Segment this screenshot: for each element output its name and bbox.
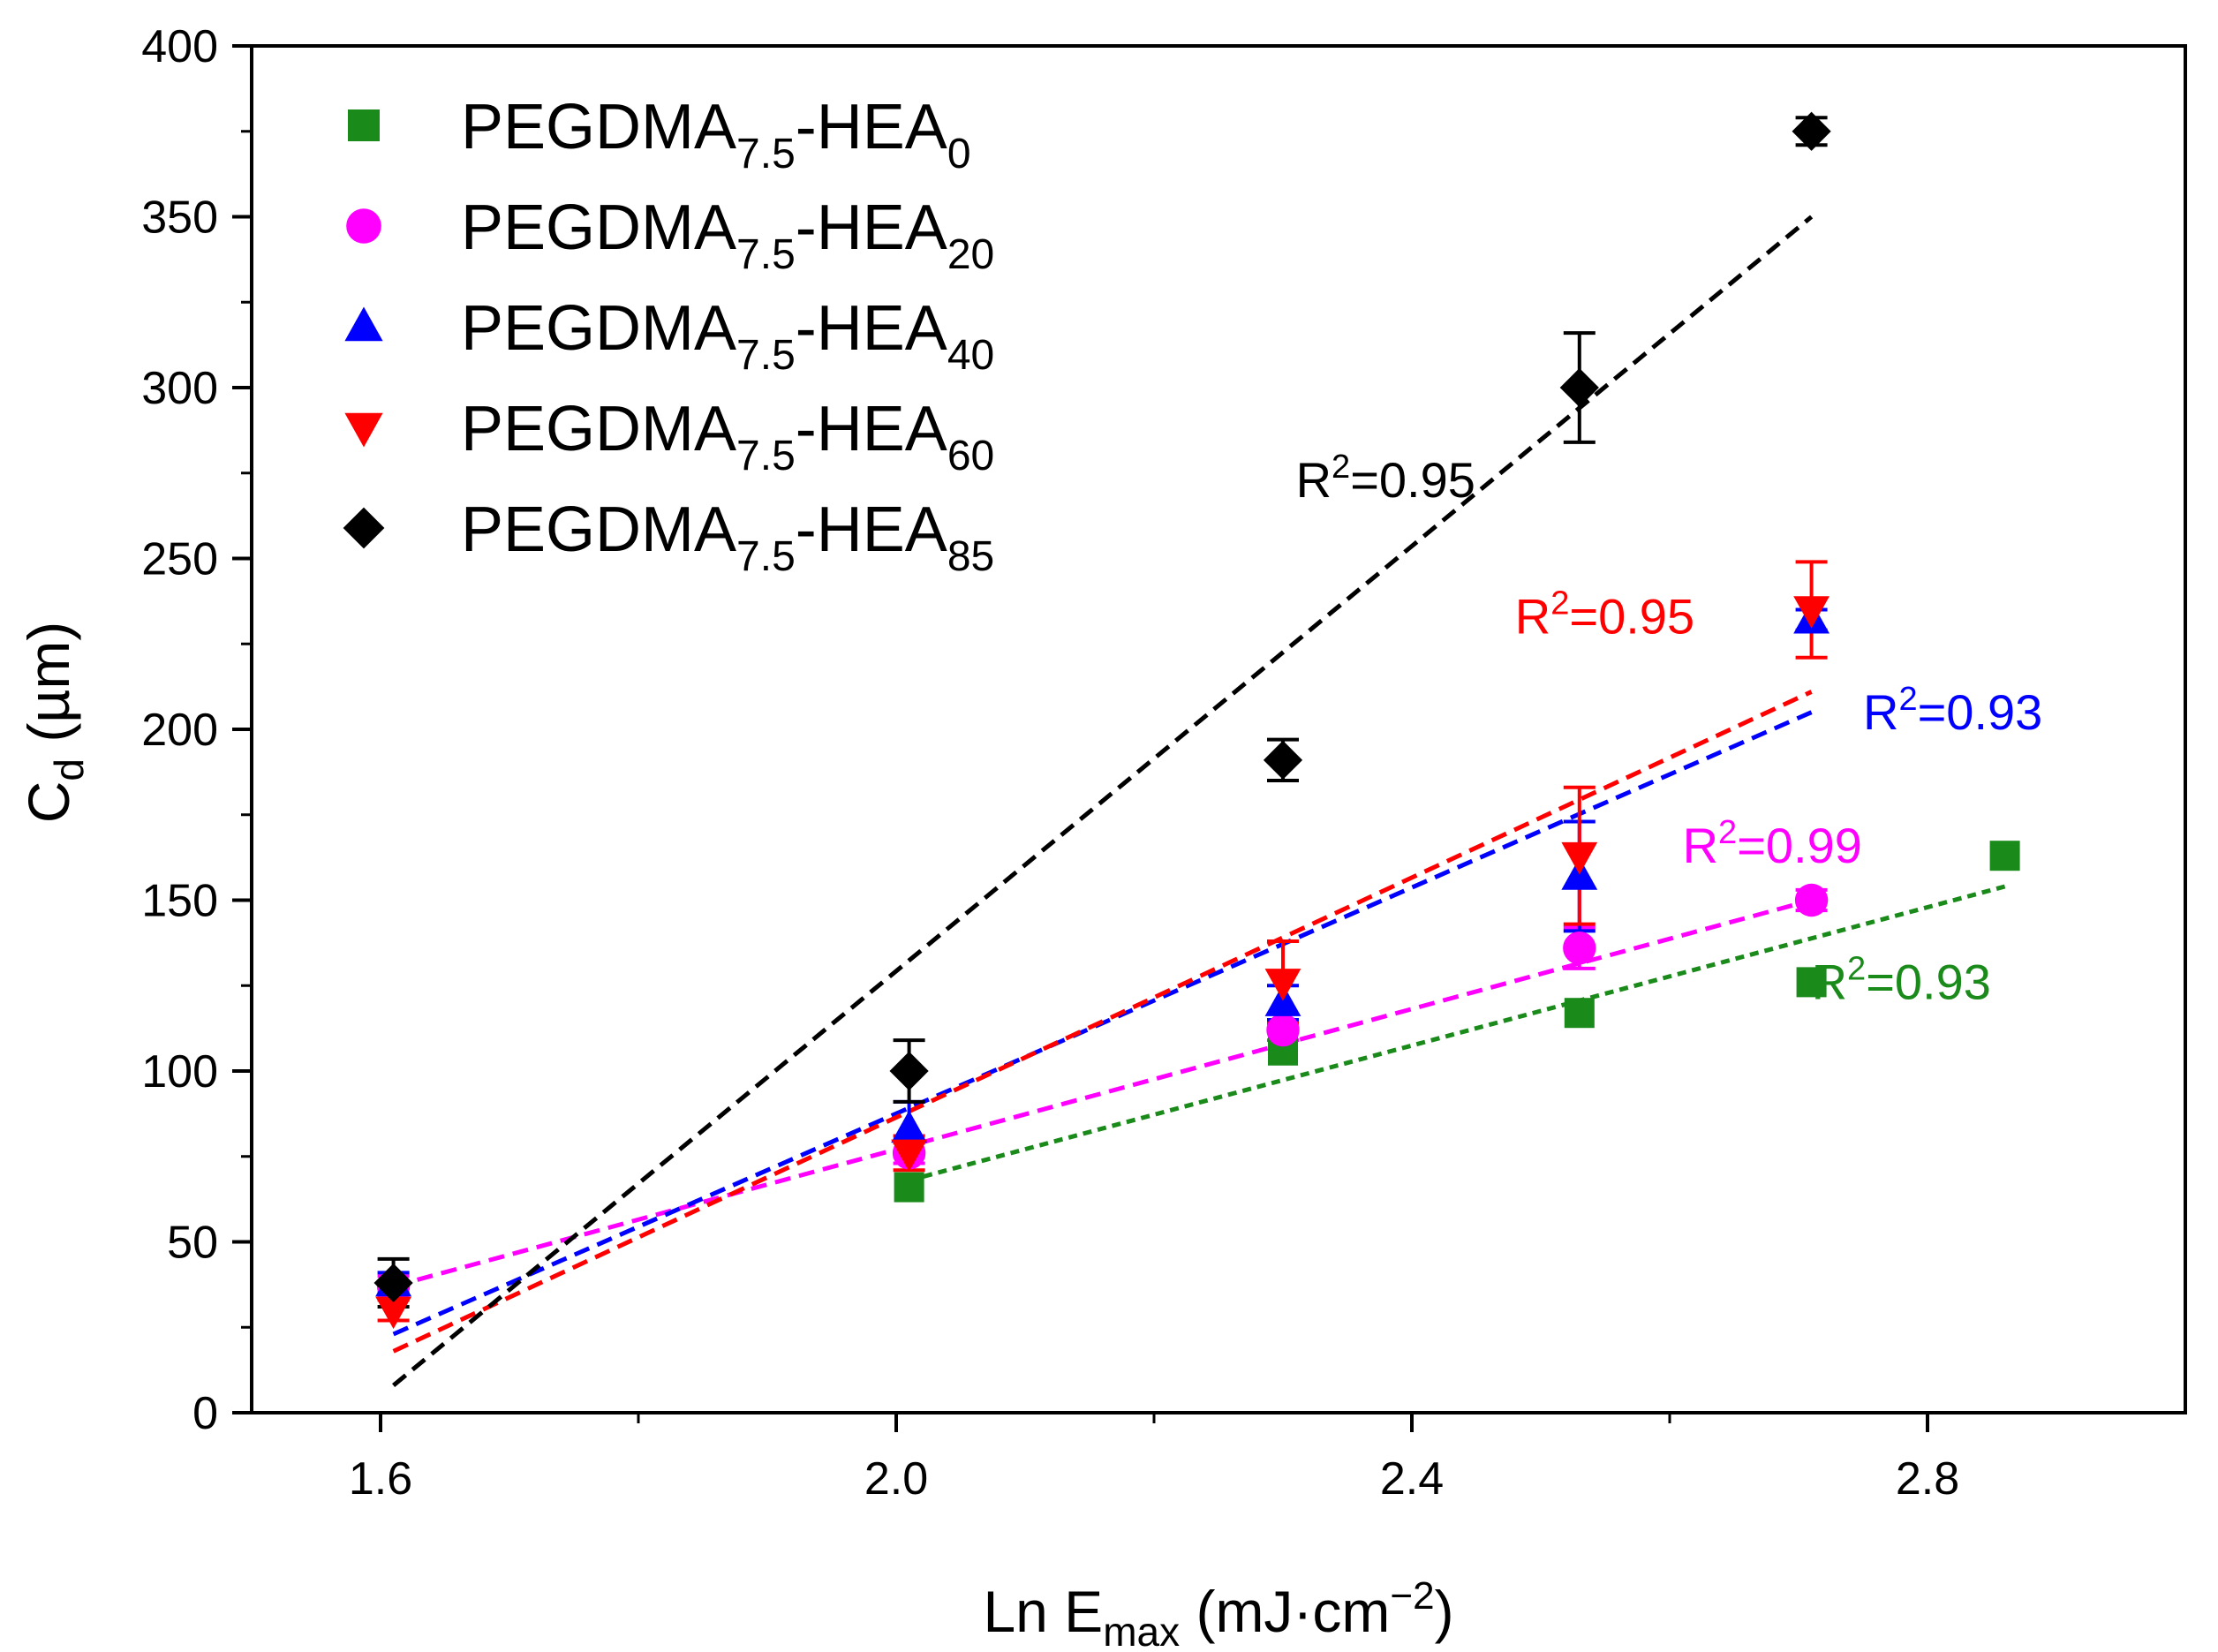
fit-line — [392, 898, 1813, 1289]
r2-label: R2=0.95 — [1296, 449, 1475, 508]
triangle-down-marker — [1264, 969, 1301, 1001]
axis-ticks: 1.6 2.0 2.4 2.8 0 50 100 150 200 250 300 350 400 — [141, 21, 1959, 1505]
diamond-marker — [1792, 111, 1831, 151]
y-tick-label: 50 — [167, 1218, 218, 1269]
y-tick-label: 200 — [141, 705, 218, 756]
x-axis-title: Ln Emax (mJ·cm−2) — [983, 1574, 1453, 1652]
x-tick-label: 1.6 — [349, 1453, 412, 1505]
legend-label: PEGDMA7.5-HEA0 — [461, 92, 971, 177]
triangle-down-marker — [375, 1296, 411, 1330]
diamond-marker — [1263, 740, 1303, 780]
r2-label: R2=0.93 — [1812, 951, 1991, 1010]
diamond-marker — [1559, 367, 1599, 408]
square-marker — [894, 1172, 924, 1203]
x-tick-label: 2.8 — [1896, 1453, 1959, 1505]
diamond-marker — [343, 507, 385, 549]
square-marker — [1989, 841, 2020, 871]
r2-label: R2=0.93 — [1863, 681, 2042, 740]
fit-line — [392, 215, 1814, 1387]
square-marker — [1796, 967, 1827, 998]
diamond-marker — [373, 1263, 413, 1303]
square-marker — [348, 109, 380, 141]
y-tick-label: 300 — [141, 363, 218, 414]
y-tick-label: 250 — [141, 534, 218, 585]
y-axis-title: Cd (µm) — [16, 622, 92, 824]
circle-marker — [346, 208, 381, 244]
y-tick-label: 150 — [141, 876, 218, 927]
y-tick-label: 0 — [192, 1388, 218, 1439]
circle-marker — [1563, 931, 1596, 965]
legend-label: PEGDMA7.5-HEA40 — [461, 293, 994, 379]
y-tick-label: 350 — [141, 192, 218, 244]
triangle-down-marker — [1793, 596, 1829, 629]
legend: PEGDMA7.5-HEA0 PEGDMA7.5-HEA20 PEGDMA7.5-H… — [343, 92, 994, 580]
diamond-marker — [889, 1051, 929, 1091]
legend-label: PEGDMA7.5-HEA85 — [461, 494, 994, 580]
legend-label: PEGDMA7.5-HEA20 — [461, 192, 994, 278]
data-markers — [373, 111, 2020, 1330]
r2-label: R2=0.95 — [1515, 585, 1694, 645]
x-tick-label: 2.0 — [864, 1453, 928, 1505]
y-tick-label: 400 — [141, 21, 218, 72]
circle-marker — [1266, 1013, 1300, 1047]
triangle-down-marker — [344, 412, 383, 448]
y-tick-label: 100 — [141, 1046, 218, 1098]
circle-marker — [1794, 883, 1829, 917]
legend-label: PEGDMA7.5-HEA60 — [461, 394, 994, 479]
r2-label: R2=0.99 — [1683, 814, 1862, 873]
triangle-down-marker — [891, 1139, 927, 1173]
triangle-up-marker — [891, 1110, 927, 1143]
square-marker — [1564, 998, 1595, 1029]
x-tick-label: 2.4 — [1380, 1453, 1444, 1505]
triangle-down-marker — [1561, 841, 1598, 875]
fit-lines — [392, 215, 2006, 1387]
triangle-up-marker — [344, 306, 383, 342]
fit-line — [392, 690, 1813, 1354]
r2-annotations: R2=0.93 R2=0.99 R2=0.93 R2=0.95 R2=0.95 — [1296, 449, 2043, 1010]
